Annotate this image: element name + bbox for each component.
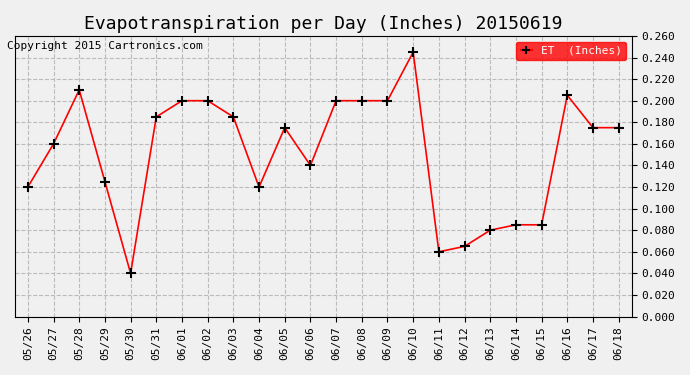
Title: Evapotranspiration per Day (Inches) 20150619: Evapotranspiration per Day (Inches) 2015… — [84, 15, 562, 33]
Text: Copyright 2015 Cartronics.com: Copyright 2015 Cartronics.com — [7, 41, 203, 51]
Legend: ET  (Inches): ET (Inches) — [516, 42, 626, 60]
